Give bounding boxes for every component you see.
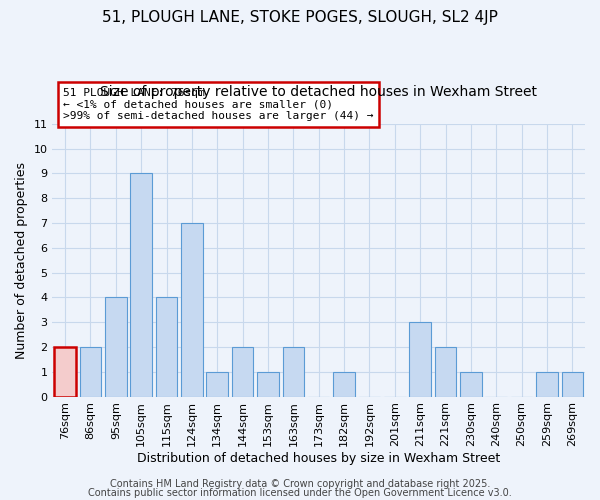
Bar bbox=[562, 372, 583, 396]
Bar bbox=[257, 372, 279, 396]
Y-axis label: Number of detached properties: Number of detached properties bbox=[15, 162, 28, 358]
Text: 51 PLOUGH LANE: 76sqm
← <1% of detached houses are smaller (0)
>99% of semi-deta: 51 PLOUGH LANE: 76sqm ← <1% of detached … bbox=[63, 88, 374, 121]
Bar bbox=[181, 223, 203, 396]
Text: 51, PLOUGH LANE, STOKE POGES, SLOUGH, SL2 4JP: 51, PLOUGH LANE, STOKE POGES, SLOUGH, SL… bbox=[102, 10, 498, 25]
Bar bbox=[206, 372, 228, 396]
Bar bbox=[130, 174, 152, 396]
Bar bbox=[536, 372, 558, 396]
Bar bbox=[409, 322, 431, 396]
Title: Size of property relative to detached houses in Wexham Street: Size of property relative to detached ho… bbox=[100, 85, 537, 99]
X-axis label: Distribution of detached houses by size in Wexham Street: Distribution of detached houses by size … bbox=[137, 452, 500, 465]
Bar bbox=[80, 347, 101, 397]
Bar bbox=[232, 347, 253, 397]
Text: Contains HM Land Registry data © Crown copyright and database right 2025.: Contains HM Land Registry data © Crown c… bbox=[110, 479, 490, 489]
Bar bbox=[156, 298, 178, 396]
Bar bbox=[105, 298, 127, 396]
Text: Contains public sector information licensed under the Open Government Licence v3: Contains public sector information licen… bbox=[88, 488, 512, 498]
Bar bbox=[435, 347, 456, 397]
Bar bbox=[333, 372, 355, 396]
Bar bbox=[55, 347, 76, 397]
Bar bbox=[283, 347, 304, 397]
Bar bbox=[460, 372, 482, 396]
